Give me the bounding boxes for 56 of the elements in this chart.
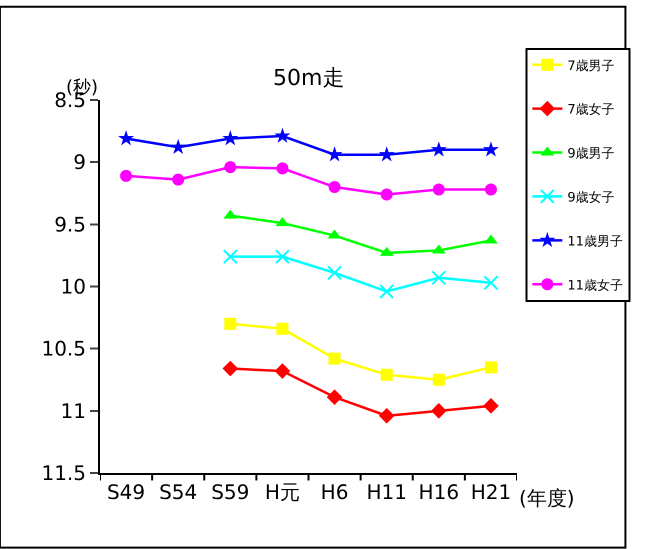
point <box>482 141 499 157</box>
legend-label: 7歳男子 <box>567 58 615 74</box>
x-tick-label: H6 <box>320 480 348 504</box>
y-tick-label: 9.5 <box>54 212 86 236</box>
point <box>432 184 445 196</box>
point <box>224 318 236 330</box>
y-tick-label: 10 <box>60 274 86 298</box>
point <box>326 146 343 162</box>
point <box>222 249 238 264</box>
x-tick-label: S54 <box>159 480 198 504</box>
point <box>380 368 393 381</box>
point <box>483 275 498 290</box>
point <box>483 398 499 414</box>
point <box>484 361 497 374</box>
point <box>431 403 447 419</box>
point <box>120 170 132 182</box>
y-tick-label: 9 <box>73 150 86 174</box>
point <box>380 188 393 200</box>
legend-label: 9歳女子 <box>567 190 615 206</box>
point <box>224 161 236 174</box>
legend-label: 11歳男子 <box>567 234 623 250</box>
point <box>378 146 395 162</box>
y-tick-label: 11.5 <box>41 461 86 485</box>
point <box>328 352 341 365</box>
point <box>276 322 288 335</box>
x-tick-label: H16 <box>418 480 460 504</box>
x-tick-label: H21 <box>470 480 512 504</box>
point <box>170 138 186 154</box>
x-axis-title: (年度) <box>519 486 575 510</box>
point <box>484 184 497 196</box>
point <box>432 374 445 386</box>
x-tick-label: S59 <box>211 480 250 504</box>
point <box>172 174 184 186</box>
y-tick-label: 10.5 <box>41 336 86 361</box>
point <box>222 130 238 146</box>
point <box>276 162 288 174</box>
legend-label: 7歳女子 <box>567 102 615 118</box>
point <box>274 363 290 379</box>
legend-label: 11歳女子 <box>567 278 623 294</box>
point <box>326 389 342 405</box>
point <box>274 249 290 264</box>
y-tick-label: 11 <box>60 398 86 423</box>
point <box>222 360 238 376</box>
point <box>430 141 447 157</box>
point <box>274 128 290 143</box>
x-tick-label: H11 <box>366 480 407 504</box>
point <box>379 284 394 299</box>
point <box>328 181 341 194</box>
x-tick-label: H元 <box>264 480 300 504</box>
legend-label: 9歳男子 <box>567 146 615 162</box>
point <box>327 265 342 280</box>
chart-title: 50m走 <box>273 66 344 91</box>
x-tick-label: S49 <box>106 480 146 504</box>
point <box>118 130 134 146</box>
point <box>378 408 394 424</box>
point <box>431 270 446 286</box>
